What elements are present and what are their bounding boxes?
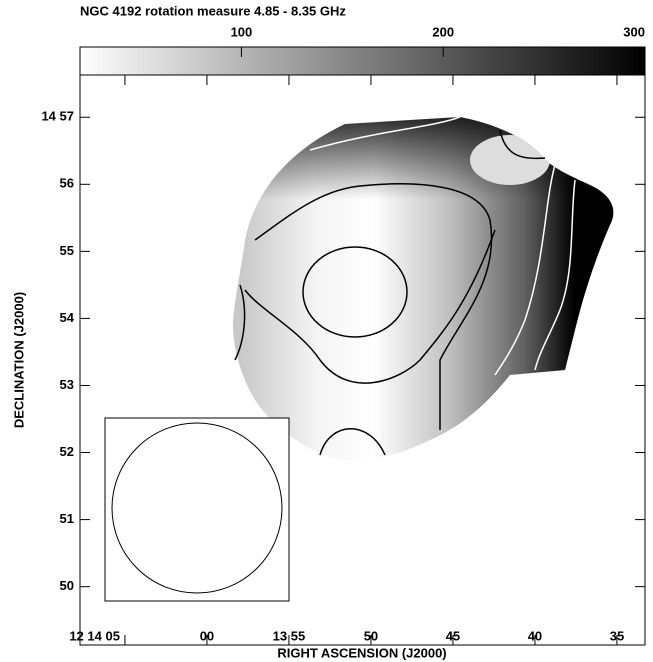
beam (111, 422, 283, 594)
contours (234, 129, 546, 456)
contours-white (309, 116, 576, 376)
colorbar-tick-label: 300 (623, 24, 645, 39)
y-tick-label: 55 (60, 243, 74, 258)
x-tick-label: 12 14 05 (69, 628, 120, 643)
x-tick-label: 45 (446, 628, 460, 643)
x-tick-label: 40 (528, 628, 542, 643)
beam-box (104, 417, 290, 602)
rm-map (232, 117, 614, 461)
x-tick-label: 00 (200, 628, 214, 643)
chart-title: NGC 4192 rotation measure 4.85 - 8.35 GH… (80, 3, 346, 18)
y-axis-label: DECLINATION (J2000) (11, 292, 26, 428)
plot-frame (79, 74, 646, 646)
x-tick-label: 35 (610, 628, 624, 643)
colorbar (79, 46, 646, 76)
y-tick-label: 50 (60, 578, 74, 593)
x-tick-label: 50 (364, 628, 378, 643)
colorbar-tick-label: 100 (231, 24, 253, 39)
colorbar-tick-label: 200 (432, 24, 454, 39)
y-tick-label: 51 (60, 511, 74, 526)
y-tick-label: 52 (60, 444, 74, 459)
x-axis-label: RIGHT ASCENSION (J2000) (277, 645, 446, 660)
y-tick-label: 14 57 (41, 109, 74, 124)
x-tick-label: 13 55 (273, 628, 306, 643)
y-tick-label: 53 (60, 377, 74, 392)
y-tick-label: 56 (60, 176, 74, 191)
y-tick-label: 54 (60, 310, 75, 325)
